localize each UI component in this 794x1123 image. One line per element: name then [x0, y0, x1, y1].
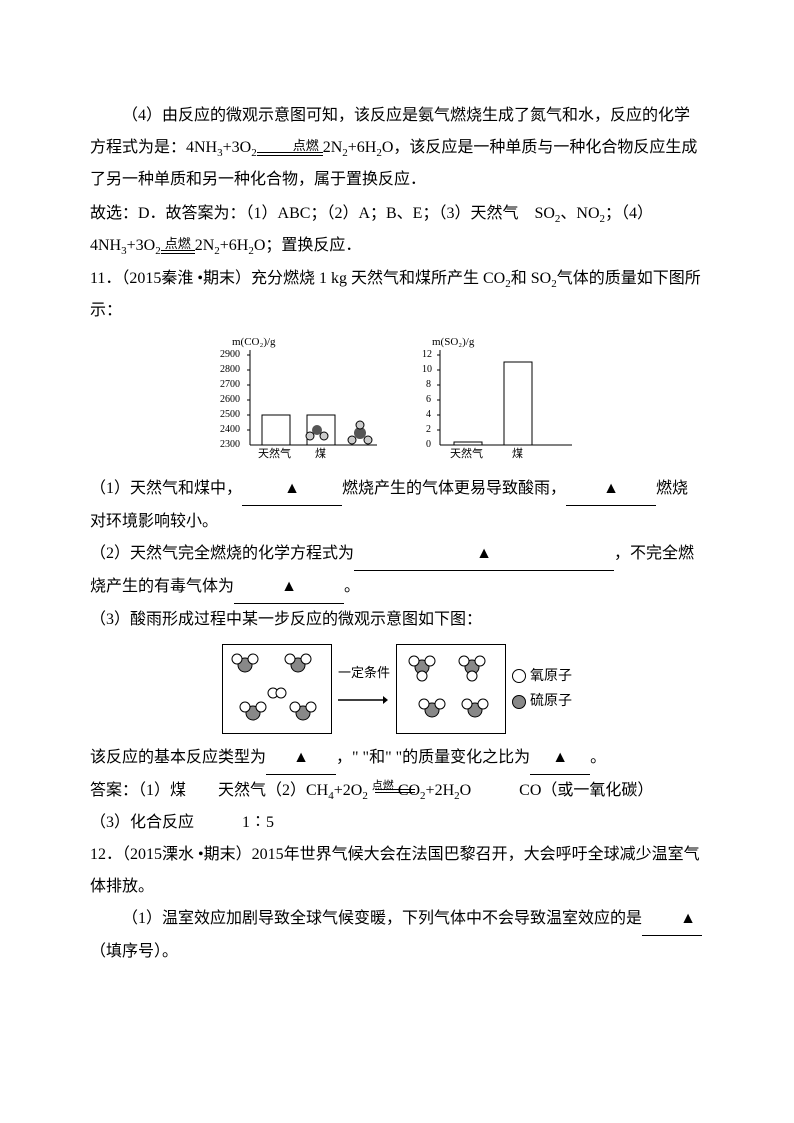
text: 2N — [323, 139, 343, 156]
q12: 12．（2015溧水 •期末）2015年世界气候大会在法国巴黎召开，大会呼吁全球… — [90, 839, 704, 903]
tick: 2400 — [220, 424, 240, 435]
products-box — [396, 644, 506, 734]
blank: ▲ — [354, 538, 614, 571]
co2-chart: m(CO₂)/g 2900 2800 2700 2600 2500 2400 2… — [212, 335, 382, 465]
reactants-box — [222, 644, 332, 734]
text: 答案：（1）煤 天然气（2）CH — [90, 782, 328, 799]
so3-mol — [459, 656, 485, 681]
tick: 8 — [426, 379, 431, 390]
text: 氧原子 — [530, 669, 572, 684]
charts-container: m(CO₂)/g 2900 2800 2700 2600 2500 2400 2… — [90, 335, 704, 465]
o2-mol — [268, 688, 286, 698]
cat-label: 天然气 — [258, 446, 291, 460]
text: 硫原子 — [530, 694, 572, 709]
text: 燃烧产生的气体更易导致酸雨， — [342, 480, 566, 497]
q11: 11．（2015秦淮 •期末）充分燃烧 1 kg 天然气和煤所产生 CO2和 S… — [90, 263, 704, 327]
text: +3O — [223, 139, 252, 156]
text: 和 SO — [511, 270, 551, 287]
answer-line: 答案：（1）煤 天然气（2）CH4+2O2 点燃 CO2+2H2O CO（或一氧… — [90, 775, 704, 807]
reaction-condition: 点燃 — [161, 237, 195, 251]
text: 故选：D．故答案为：（1）ABC；（2）A；B、E；（3）天然气 SO — [90, 205, 555, 222]
text: +3O — [127, 237, 156, 254]
text: 该反应的基本反应类型为 — [90, 749, 266, 766]
blank: ▲ — [566, 473, 656, 506]
condition-text: 一定条件 — [338, 660, 390, 686]
cat-label: 天然气 — [450, 446, 483, 460]
answer-line-2: （3）化合反应 1∶5 — [90, 807, 704, 839]
text: 。 — [590, 749, 606, 766]
tick: 2800 — [220, 364, 240, 375]
so2-mol — [290, 702, 316, 720]
text: 12．（2015溧水 •期末）2015年世界气候大会在法国巴黎召开，大会呼吁全球… — [90, 846, 700, 895]
tick: 0 — [426, 439, 431, 450]
cat-label: 煤 — [315, 447, 326, 460]
text: （填序号）。 — [90, 943, 178, 960]
so2-chart: m(SO₂)/g 12 10 8 6 4 2 0 天然气 煤 — [412, 335, 582, 465]
text: 2N — [195, 237, 215, 254]
text: O CO（或一氧化碳） — [460, 782, 654, 799]
arrow-icon — [338, 694, 388, 706]
text: （1）温室效应加剧导致全球气候变暖，下列气体中不会导致温室效应的是 — [122, 910, 642, 927]
blank: ▲ — [242, 473, 342, 506]
para-4: （4）由反应的微观示意图可知，该反应是氨气燃烧生成了氮气和水，反应的化学方程式为… — [90, 100, 704, 196]
tick: 2900 — [220, 349, 240, 360]
text: （3）化合反应 1∶5 — [90, 814, 274, 831]
so2-mol — [285, 654, 311, 672]
bar-gas — [262, 415, 290, 445]
tick: 2 — [426, 424, 431, 435]
blank: ▲ — [642, 903, 702, 936]
text: 、NO — [560, 205, 599, 222]
q11-2: （2）天然气完全燃烧的化学方程式为▲，不完全燃烧产生的有毒气体为▲。 — [90, 538, 704, 604]
tick: 4 — [426, 409, 431, 420]
chart-ylabel: m(SO₂)/g — [432, 336, 475, 348]
chart-ylabel: m(CO₂)/g — [232, 336, 276, 348]
text: （1）天然气和煤中， — [90, 480, 242, 497]
tick: 2300 — [220, 439, 240, 450]
co2-chart-svg: m(CO₂)/g 2900 2800 2700 2600 2500 2400 2… — [212, 335, 382, 465]
so2-mol — [462, 699, 488, 717]
legend: 氧原子 硫原子 — [512, 664, 572, 714]
so2-chart-svg: m(SO₂)/g 12 10 8 6 4 2 0 天然气 煤 — [412, 335, 582, 465]
legend-sulfur: 硫原子 — [512, 689, 572, 714]
reaction-condition: 点燃 — [257, 139, 323, 153]
text: 。 — [344, 578, 360, 595]
so3-mol — [409, 656, 435, 681]
oxygen-atom-icon — [512, 669, 526, 683]
blank: ▲ — [234, 571, 344, 604]
bar-gas — [454, 442, 482, 445]
text: （2）天然气完全燃烧的化学方程式为 — [90, 545, 354, 562]
text: +6H — [220, 237, 249, 254]
so2-mol — [240, 702, 266, 720]
text: O；置换反应． — [254, 237, 362, 254]
tick: 2700 — [220, 379, 240, 390]
q11-3: （3）酸雨形成过程中某一步反应的微观示意图如下图： — [90, 604, 704, 636]
tick: 12 — [422, 349, 432, 360]
tick: 2500 — [220, 409, 240, 420]
tick: 6 — [426, 394, 431, 405]
text: ，" "和" "的质量变化之比为 — [336, 749, 530, 766]
sub: 2 — [362, 790, 368, 802]
so2-mol — [419, 699, 445, 717]
text: +6H — [348, 139, 377, 156]
para-answer: 故选：D．故答案为：（1）ABC；（2）A；B、E；（3）天然气 SO2、NO2… — [90, 198, 704, 262]
text: （3）酸雨形成过程中某一步反应的微观示意图如下图： — [90, 611, 482, 628]
text: 11．（2015秦淮 •期末）充分燃烧 1 kg 天然气和煤所产生 CO — [90, 270, 505, 287]
tick: 10 — [422, 364, 432, 375]
legend-oxygen: 氧原子 — [512, 664, 572, 689]
bar-coal — [504, 362, 532, 445]
cat-label: 煤 — [512, 447, 523, 460]
q11-4: 该反应的基本反应类型为▲，" "和" "的质量变化之比为▲。 — [90, 742, 704, 775]
q12-1: （1）温室效应加剧导致全球气候变暖，下列气体中不会导致温室效应的是▲ （填序号）。 — [90, 903, 704, 968]
tick: 2600 — [220, 394, 240, 405]
text: +2O — [334, 782, 363, 799]
so2-mol — [232, 654, 258, 672]
sulfur-atom-icon — [512, 695, 526, 709]
blank: ▲ — [530, 742, 590, 775]
text: +2H — [426, 782, 455, 799]
blank: ▲ — [266, 742, 336, 775]
q11-1: （1）天然气和煤中，▲燃烧产生的气体更易导致酸雨，▲燃烧对环境影响较小。 — [90, 473, 704, 538]
arrow-block: 一定条件 — [338, 660, 390, 718]
reaction-diagram: 一定条件 氧原子 硫原子 — [90, 644, 704, 734]
